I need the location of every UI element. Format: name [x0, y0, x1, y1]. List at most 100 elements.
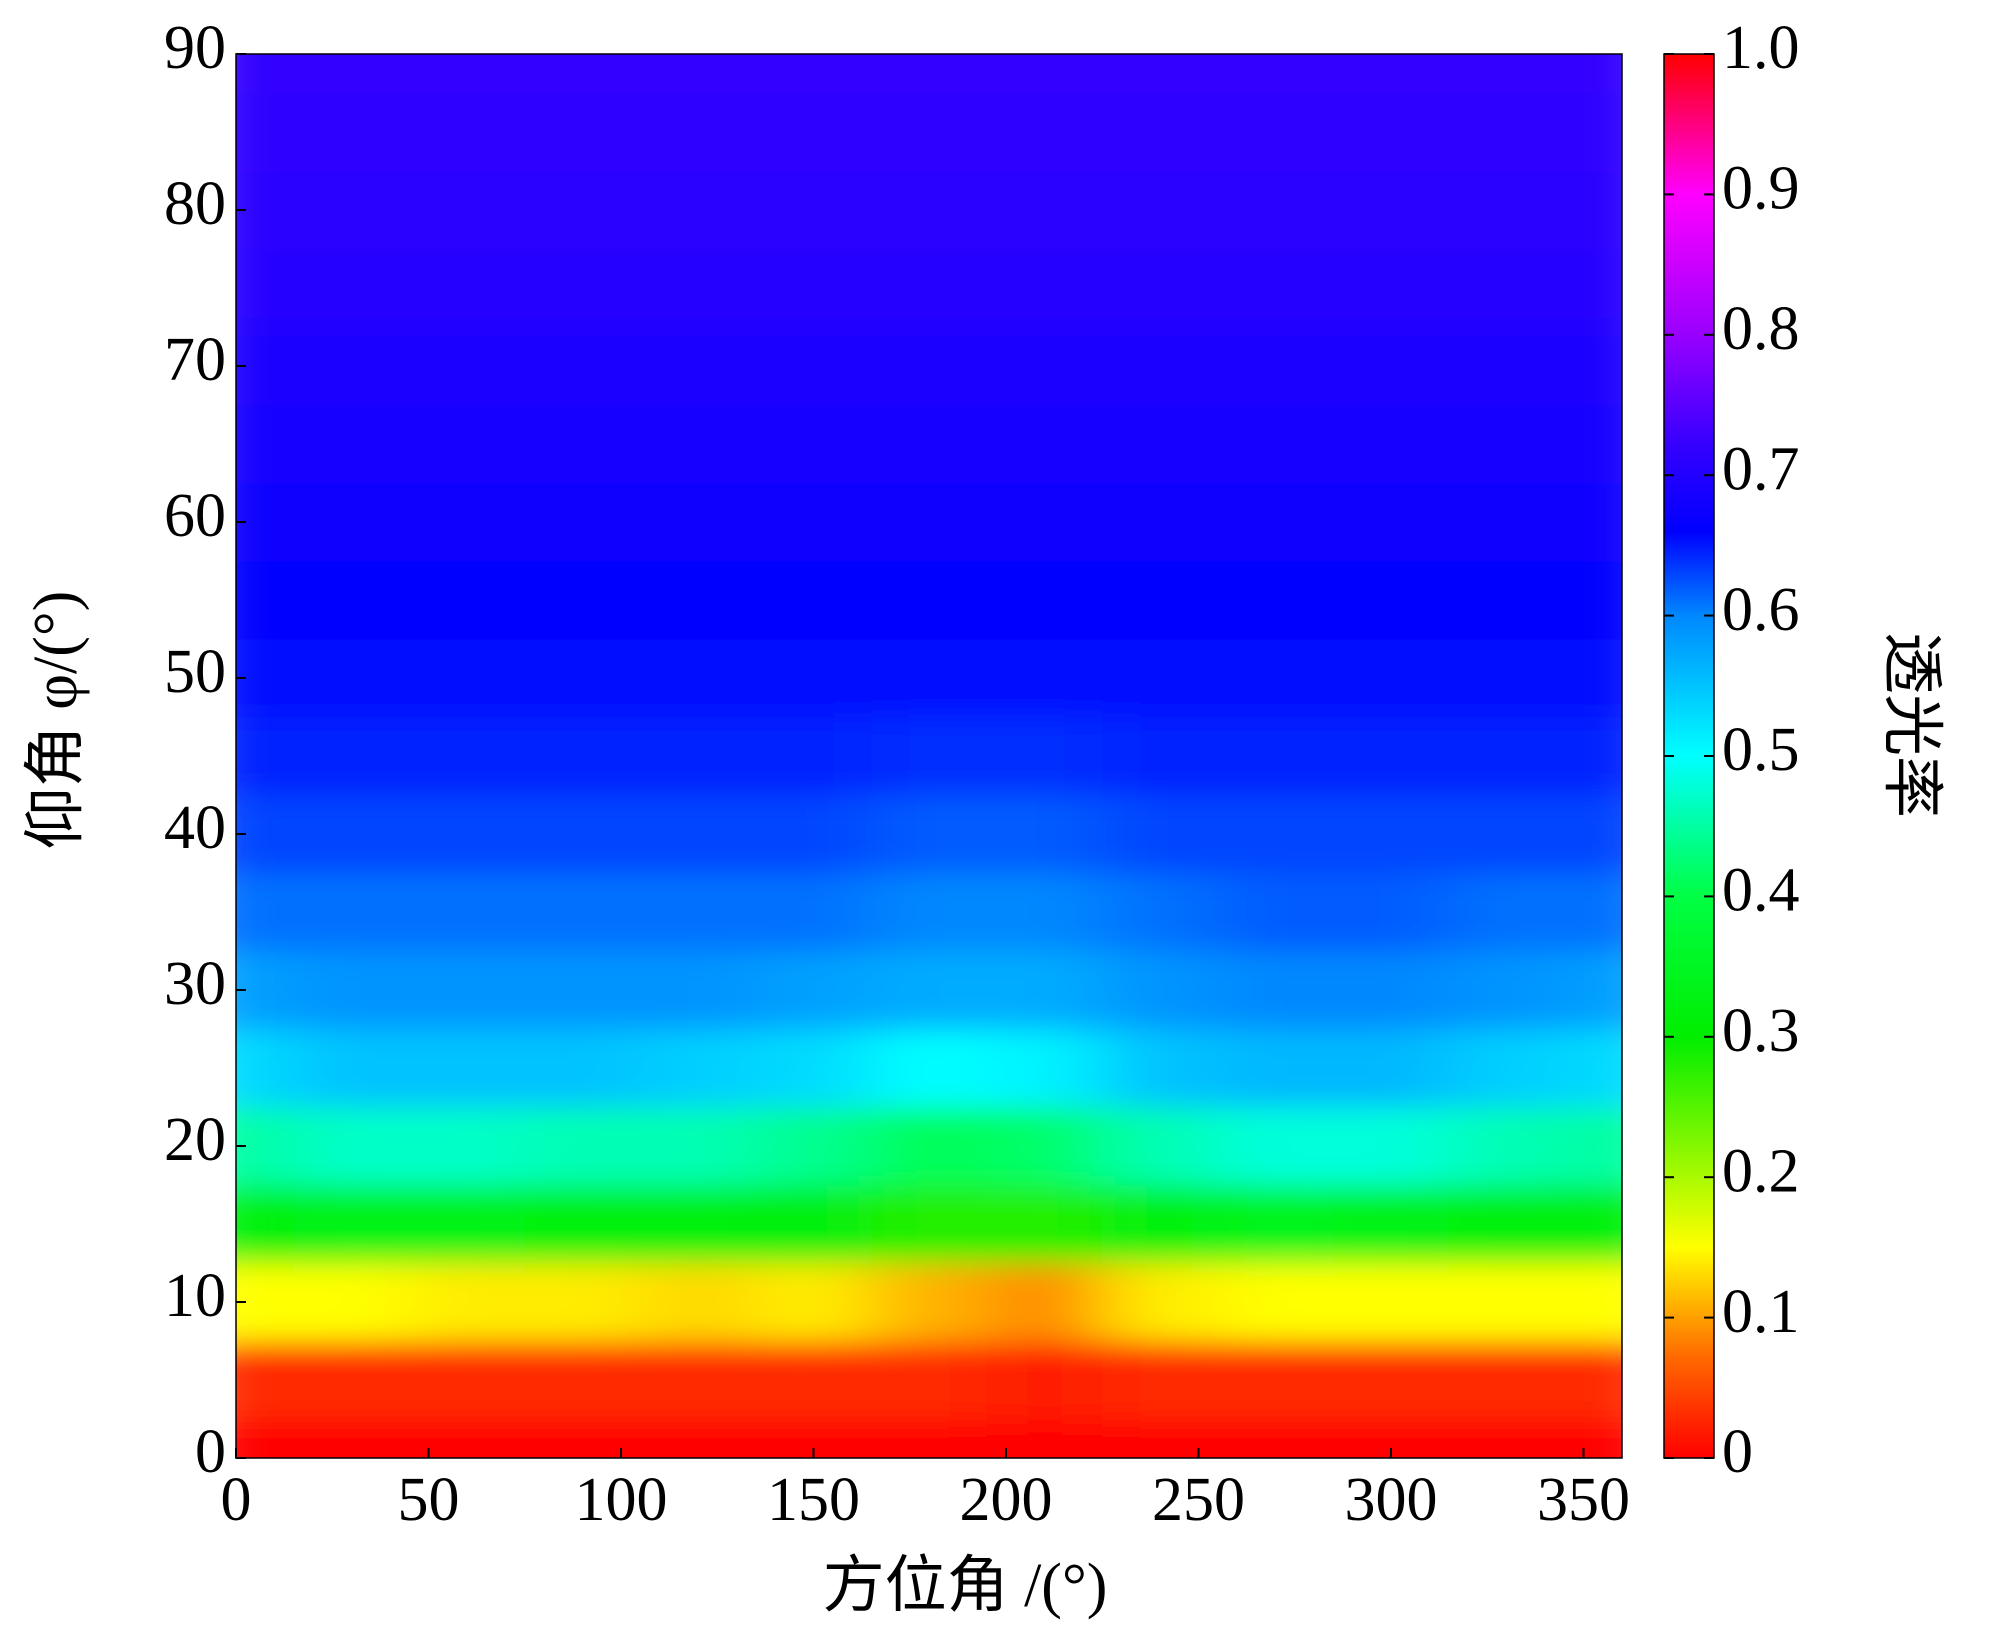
- heatmap-cell: [409, 1341, 526, 1420]
- heatmap-cell: [524, 1107, 641, 1186]
- heatmap-cell: [986, 639, 1103, 718]
- y-axis-label: 仰角 φ/(°): [22, 591, 90, 850]
- colorbar-tick-label: 0.2: [1722, 1137, 1800, 1205]
- heatmap-cell: [409, 249, 526, 328]
- heatmap-cell: [1217, 1419, 1334, 1458]
- heatmap-cell: [1448, 93, 1565, 172]
- heatmap-cell: [755, 171, 872, 250]
- heatmap-cell: [1333, 1341, 1450, 1420]
- colorbar-tick-label: 0.6: [1722, 576, 1800, 644]
- heatmap-cell: [1564, 483, 1622, 562]
- heatmap-cell: [236, 1029, 295, 1108]
- heatmap-cell: [1333, 327, 1450, 406]
- heatmap-cell: [1333, 639, 1450, 718]
- heatmap-cell: [1217, 93, 1334, 172]
- heatmap-cell: [293, 1029, 410, 1108]
- heatmap-cell: [640, 327, 757, 406]
- heatmap-cell: [640, 1341, 757, 1420]
- heatmap-cell: [640, 249, 757, 328]
- colorbar-tick-label: 0.4: [1722, 857, 1800, 925]
- heatmap-cell: [236, 54, 295, 94]
- heatmap-cell: [986, 1185, 1103, 1264]
- y-tick-label: 0: [195, 1418, 226, 1486]
- heatmap-cell: [293, 717, 410, 796]
- heatmap-cell: [640, 639, 757, 718]
- heatmap-cell: [1333, 717, 1450, 796]
- heatmap-cell: [640, 873, 757, 952]
- heatmap-cell: [871, 405, 988, 484]
- heatmap-cell: [1564, 405, 1622, 484]
- heatmap-cell: [1448, 1341, 1565, 1420]
- heatmap-cell: [524, 639, 641, 718]
- colorbar-tick-label: 0.9: [1722, 155, 1800, 223]
- heatmap-cell: [1102, 93, 1219, 172]
- heatmap-cell: [1102, 639, 1219, 718]
- heatmap-cell: [755, 1341, 872, 1420]
- heatmap-cell: [409, 93, 526, 172]
- heatmap-cell: [409, 717, 526, 796]
- heatmap-cell: [986, 873, 1103, 952]
- heatmap-cell: [1564, 1341, 1622, 1420]
- heatmap-cell: [1333, 1263, 1450, 1342]
- colorbar-tick-label: 0: [1722, 1418, 1753, 1486]
- heatmap-cell: [871, 639, 988, 718]
- heatmap-cell: [293, 873, 410, 952]
- heatmap-cell: [409, 405, 526, 484]
- heatmap-cell: [1564, 249, 1622, 328]
- heatmap-cell: [1217, 561, 1334, 640]
- heatmap-cell: [293, 1263, 410, 1342]
- heatmap-cell: [409, 951, 526, 1030]
- heatmap-cell: [1102, 561, 1219, 640]
- heatmap-cell: [293, 171, 410, 250]
- heatmap-cell: [1448, 873, 1565, 952]
- heatmap-cell: [1448, 951, 1565, 1030]
- heatmap-cell: [1448, 1185, 1565, 1264]
- heatmap-cell: [1102, 795, 1219, 874]
- heatmap-cell: [1564, 327, 1622, 406]
- heatmap-cell: [524, 405, 641, 484]
- heatmap-cell: [1564, 873, 1622, 952]
- heatmap-cell: [986, 483, 1103, 562]
- heatmap-cell: [236, 561, 295, 640]
- heatmap-cell: [871, 561, 988, 640]
- heatmap-cell: [640, 483, 757, 562]
- heatmap-cell: [640, 951, 757, 1030]
- heatmap-cell: [755, 795, 872, 874]
- heatmap-cell: [409, 327, 526, 406]
- heatmap-cell: [871, 171, 988, 250]
- heatmap-cell: [1333, 483, 1450, 562]
- heatmap-cell: [1564, 951, 1622, 1030]
- heatmap-cell: [1102, 249, 1219, 328]
- heatmap-cell: [293, 1341, 410, 1420]
- heatmap-cell: [1217, 639, 1334, 718]
- heatmap-cell: [1448, 1029, 1565, 1108]
- heatmap-cell: [1102, 327, 1219, 406]
- heatmap-cell: [1448, 483, 1565, 562]
- heatmap-cell: [1564, 54, 1622, 94]
- heatmap-cell: [236, 1185, 295, 1264]
- x-axis-label: 方位角 /(°): [823, 1552, 1108, 1620]
- y-tick-label: 10: [164, 1262, 226, 1330]
- heatmap-cell: [1448, 1419, 1565, 1458]
- heatmap-cell: [1333, 171, 1450, 250]
- heatmap-cell: [1448, 1107, 1565, 1186]
- y-tick-label: 40: [164, 794, 226, 862]
- heatmap-cell: [409, 171, 526, 250]
- heatmap-cell: [1564, 717, 1622, 796]
- heatmap-cell: [409, 483, 526, 562]
- heatmap-cell: [986, 1029, 1103, 1108]
- x-tick-label: 200: [960, 1466, 1053, 1534]
- heatmap-cell: [1102, 1185, 1219, 1264]
- heatmap-cell: [293, 93, 410, 172]
- heatmap-cell: [1217, 873, 1334, 952]
- heatmap-cell: [524, 1341, 641, 1420]
- heatmap-cell: [409, 639, 526, 718]
- heatmap-cell: [640, 561, 757, 640]
- heatmap-cell: [236, 873, 295, 952]
- heatmap-cell: [1564, 561, 1622, 640]
- heatmap-cell: [1448, 561, 1565, 640]
- heatmap-cell: [236, 1419, 295, 1458]
- heatmap-cell: [1102, 405, 1219, 484]
- x-tick-label: 50: [398, 1466, 460, 1534]
- heatmap-cell: [1102, 873, 1219, 952]
